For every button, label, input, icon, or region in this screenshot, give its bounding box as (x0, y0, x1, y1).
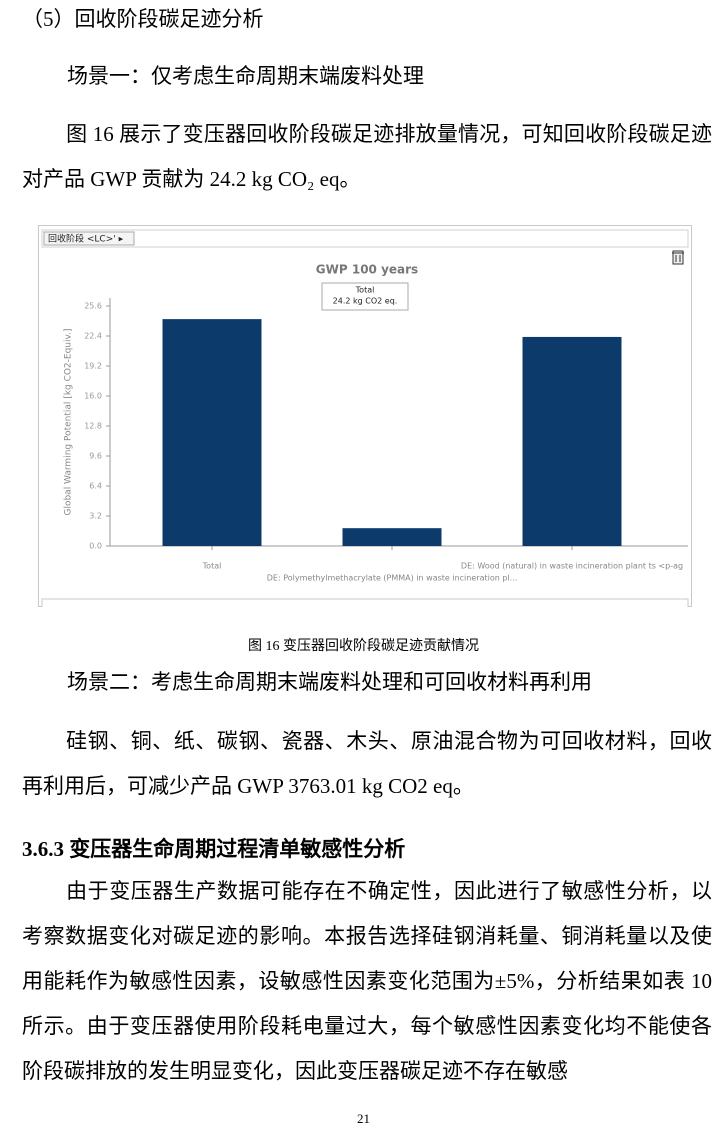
panel-lower (41, 598, 689, 610)
y-tick-label: 3.2 (89, 512, 102, 521)
scenario-heading: 场景一：仅考虑生命周期末端废料处理 (67, 64, 424, 88)
section-title: （5）回收阶段碳足迹分析 (22, 7, 264, 31)
page-number: 21 (357, 1111, 370, 1126)
x-tick-label: DE: Wood (natural) in waste incineration… (461, 562, 683, 571)
tooltip (321, 282, 409, 311)
panel-header (41, 229, 689, 248)
panel-tab[interactable] (43, 231, 135, 246)
chart-panel: 回收阶段 <LC>' ▸ GWP 100 years Global Warmin… (38, 225, 692, 610)
chart: 回收阶段 <LC>' ▸ GWP 100 years Global Warmin… (38, 225, 692, 610)
y-tick-label: 9.6 (89, 452, 102, 461)
y-tick-label: 19.2 (84, 362, 102, 371)
y-tick-label: 0.0 (89, 542, 102, 551)
tooltip-text: Total (355, 286, 375, 295)
chart-title: GWP 100 years (316, 263, 418, 277)
x-tick-label: Total (202, 562, 222, 571)
y-axis-label: Global Warming Potential [kg CO2-Equiv.] (64, 328, 74, 515)
bar (342, 528, 442, 546)
paragraph: 由于变压器生产数据可能存在不确定性，因此进行了敏感性分析，以考察数据变化对碳足迹… (22, 879, 712, 1083)
bar (162, 319, 262, 546)
scenario-heading: 场景二：考虑生命周期末端废料处理和可回收材料再利用 (67, 670, 592, 694)
paragraph: 硅钢、铜、纸、碳钢、瓷器、木头、原油混合物为可回收材料，回收再利用后，可减少产品… (22, 729, 712, 798)
subsection-heading: 3.6.3 变压器生命周期过程清单敏感性分析 (22, 837, 406, 861)
y-tick-label: 22.4 (84, 332, 102, 341)
paragraph: 图 16 展示了变压器回收阶段碳足迹排放量情况，可知回收阶段碳足迹对产品 GWP… (22, 122, 712, 191)
x-tick-label: DE: Polymethylmethacrylate (PMMA) in was… (267, 574, 518, 583)
y-tick-label: 12.8 (84, 422, 102, 431)
figure-caption: 图 16 变压器回收阶段碳足迹贡献情况 (248, 639, 479, 654)
panel-tab-label: 回收阶段 <LC>' ▸ (48, 233, 124, 245)
y-tick-label: 25.6 (84, 302, 102, 311)
trash-icon[interactable] (672, 250, 684, 265)
bar (522, 336, 622, 546)
y-tick-label: 16.0 (84, 392, 102, 401)
y-tick-label: 6.4 (89, 482, 102, 491)
tooltip-text: 24.2 kg CO2 eq. (333, 297, 398, 306)
